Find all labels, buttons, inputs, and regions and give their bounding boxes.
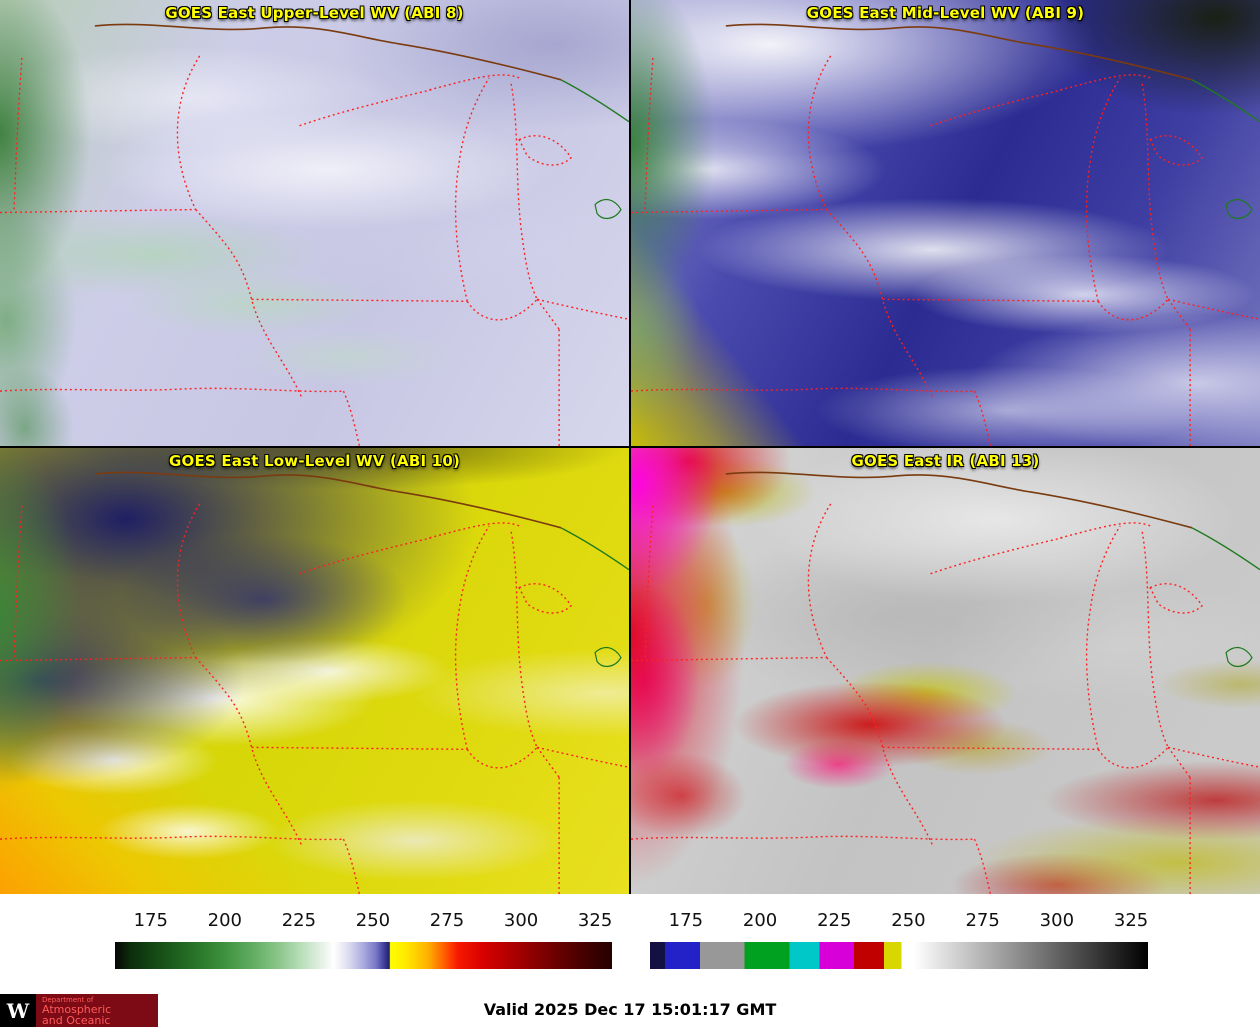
colorbar-tick-label: 300	[503, 910, 539, 931]
colorbar-section: 175 200 225 250 275 300 325 175 200 225 250 275 300…	[0, 894, 1260, 994]
logo-text-block: Department of Atmospheric and Oceanic Sc…	[36, 994, 158, 1027]
colorbar-tick-label: 200	[207, 910, 243, 931]
footer: W Department of Atmospheric and Oceanic …	[0, 994, 1260, 1027]
valid-time-label: Valid 2025 Dec 17 15:01:17 GMT	[483, 1000, 777, 1019]
colorbar-tick-label: 250	[891, 910, 926, 931]
panel-title-abi10: GOES East Low-Level WV (ABI 10)	[168, 452, 461, 470]
canada-border-line	[94, 23, 562, 81]
lake-superior-shore-line	[560, 79, 629, 123]
map-borders-svg	[0, 23, 629, 446]
state-border-lines	[0, 55, 629, 446]
lake-outline-green	[594, 198, 622, 219]
colorbar-tick-label: 200	[742, 910, 778, 931]
ir-colorbar: 175 200 225 250 275 300 325	[630, 894, 1260, 994]
lake-outline-green	[594, 646, 622, 667]
state-borders-overlay	[631, 0, 1260, 446]
lake-superior-shore-line	[1191, 527, 1260, 571]
lake-outline-green	[1225, 198, 1253, 219]
ir-colorbar-gradient	[650, 942, 1148, 969]
aos-department-logo: W Department of Atmospheric and Oceanic …	[0, 994, 158, 1027]
quad-panel-grid: GOES East Upper-Level WV (ABI 8) GO	[0, 0, 1260, 894]
panel-title-abi9: GOES East Mid-Level WV (ABI 9)	[806, 4, 1085, 22]
canada-border-line	[94, 471, 562, 529]
colorbar-tick-label: 325	[577, 910, 613, 931]
state-border-lines	[631, 503, 1260, 894]
satellite-image-abi8	[0, 0, 629, 446]
panel-upper-level-wv: GOES East Upper-Level WV (ABI 8)	[0, 0, 629, 446]
colorbar-tick-label: 275	[965, 910, 1000, 931]
state-borders-overlay	[0, 448, 629, 894]
colorbar-tick-label: 225	[817, 910, 852, 931]
canada-border-line	[725, 471, 1193, 529]
map-borders-svg	[631, 471, 1260, 894]
state-border-lines	[0, 503, 629, 894]
uw-crest-icon: W	[0, 994, 36, 1027]
panel-low-level-wv: GOES East Low-Level WV (ABI 10)	[0, 448, 629, 894]
canada-border-line	[725, 23, 1193, 81]
panel-title-abi13: GOES East IR (ABI 13)	[851, 452, 1040, 470]
state-borders-overlay	[0, 0, 629, 446]
map-borders-svg	[0, 471, 629, 894]
lake-outline-green	[1225, 646, 1253, 667]
satellite-image-abi10	[0, 448, 629, 894]
panel-mid-level-wv: GOES East Mid-Level WV (ABI 9)	[631, 0, 1260, 446]
satellite-image-abi13	[631, 448, 1260, 894]
wv-colorbar: 175 200 225 250 275 300 325	[0, 894, 630, 994]
state-borders-overlay	[631, 448, 1260, 894]
panel-title-abi8: GOES East Upper-Level WV (ABI 8)	[165, 4, 464, 22]
lake-superior-shore-line	[1191, 79, 1260, 123]
colorbar-tick-label: 250	[355, 910, 391, 931]
wv-colorbar-gradient	[115, 942, 612, 969]
colorbar-tick-label: 275	[429, 910, 465, 931]
colorbar-tick-label: 225	[281, 910, 317, 931]
logo-line-department: Department of	[42, 996, 94, 1004]
lake-superior-shore-line	[560, 527, 629, 571]
map-borders-svg	[631, 23, 1260, 446]
colorbar-tick-label: 300	[1039, 910, 1075, 931]
wv-colorbar-ticks: 175 200 225 250 275 300 325	[115, 910, 613, 934]
logo-line-atmospheric: Atmospheric	[42, 1003, 112, 1016]
panel-infrared: GOES East IR (ABI 13)	[631, 448, 1260, 894]
colorbar-tick-label: 175	[133, 910, 168, 931]
colorbar-tick-label: 175	[668, 910, 704, 931]
colorbar-tick-label: 325	[1113, 910, 1149, 931]
satellite-image-abi9	[631, 0, 1260, 446]
state-border-lines	[631, 55, 1260, 446]
ir-colorbar-ticks: 175 200 225 250 275 300 325	[650, 910, 1149, 934]
